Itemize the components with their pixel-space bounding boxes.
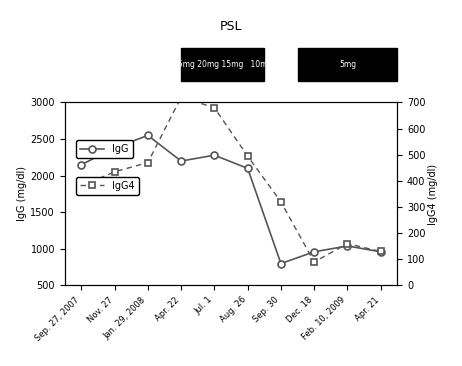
FancyBboxPatch shape xyxy=(298,48,397,81)
Text: 25mg 20mg 15mg   10mg: 25mg 20mg 15mg 10mg xyxy=(173,60,273,68)
Text: 5mg: 5mg xyxy=(339,60,356,68)
Y-axis label: IgG4 (mg/dl): IgG4 (mg/dl) xyxy=(428,163,438,225)
FancyBboxPatch shape xyxy=(181,48,264,81)
Y-axis label: IgG (mg/dl): IgG (mg/dl) xyxy=(18,167,27,221)
Legend: IgG4: IgG4 xyxy=(76,177,139,195)
Text: PSL: PSL xyxy=(220,20,242,33)
